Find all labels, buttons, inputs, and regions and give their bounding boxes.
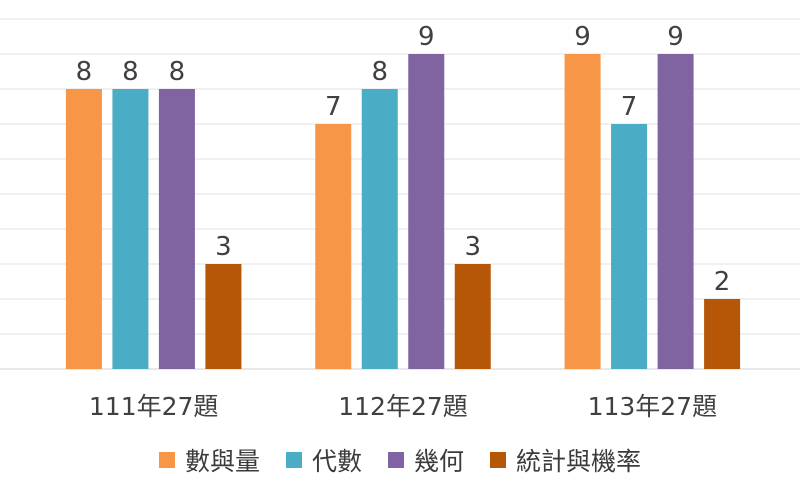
legend-item: 數與量	[158, 442, 260, 478]
data-label: 3	[215, 232, 232, 262]
bar-3-4	[704, 299, 741, 369]
bar-3-3	[657, 54, 694, 369]
data-label: 9	[667, 22, 684, 52]
data-label: 9	[574, 22, 591, 52]
bars-layer	[65, 54, 741, 369]
data-label: 2	[714, 267, 731, 297]
legend: 數與量 代數 幾何 統計與機率	[0, 442, 800, 478]
legend-item: 統計與機率	[490, 442, 641, 478]
bar-3-1	[564, 54, 601, 369]
legend-swatch	[490, 452, 507, 468]
bar-1-3	[158, 89, 195, 369]
data-label: 7	[325, 92, 342, 122]
legend-item: 代數	[285, 442, 362, 478]
legend-label: 數與量	[184, 447, 260, 476]
data-label: 8	[169, 57, 186, 87]
bar-1-2	[112, 89, 149, 369]
legend-item: 幾何	[388, 442, 464, 478]
bar-2-1	[315, 124, 352, 369]
bar-3-2	[611, 124, 648, 369]
data-label: 9	[418, 22, 435, 52]
legend-swatch	[158, 452, 175, 468]
bar-2-2	[361, 89, 398, 369]
bar-1-4	[205, 264, 242, 369]
data-label: 3	[464, 232, 481, 262]
legend-swatch	[388, 452, 404, 468]
legend-label: 統計與機率	[516, 447, 642, 476]
legend-label: 幾何	[414, 447, 465, 476]
data-label: 8	[76, 57, 93, 87]
data-label: 8	[371, 57, 388, 87]
legend-label: 代數	[311, 447, 362, 476]
bar-2-3	[408, 54, 445, 369]
legend-swatch	[285, 452, 302, 468]
x-axis-tick-labels: 111年27題 112年27題 113年27題	[89, 392, 717, 421]
data-label: 8	[122, 57, 139, 87]
bar-2-4	[454, 264, 491, 369]
data-label: 7	[621, 92, 638, 122]
x-tick-label: 111年27題	[89, 392, 219, 421]
bar-1-1	[65, 89, 102, 369]
x-tick-label: 112年27題	[338, 392, 468, 421]
x-tick-label: 113年27題	[588, 392, 718, 421]
